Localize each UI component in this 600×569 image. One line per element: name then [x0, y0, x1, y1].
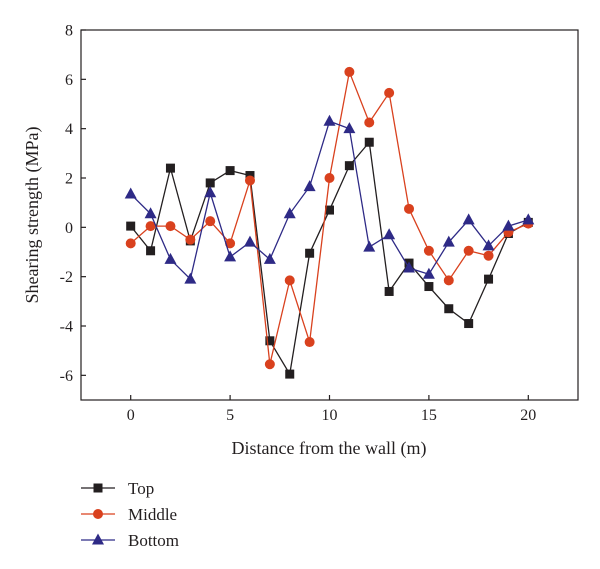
data-point-top — [424, 282, 434, 292]
ticks: 0 5 10 15 20 -6 -4 -2 0 2 4 6 8 — [60, 23, 537, 425]
data-point-top — [305, 248, 315, 258]
legend-marker-middle — [93, 509, 103, 519]
data-point-middle — [225, 238, 236, 249]
data-point-top — [225, 166, 235, 176]
x-tick-label: 5 — [226, 407, 234, 424]
y-tick-label: -4 — [60, 319, 73, 336]
data-point-bottom — [184, 272, 197, 284]
data-point-top — [384, 286, 394, 296]
data-point-bottom — [263, 252, 276, 264]
data-point-top — [165, 163, 175, 173]
x-tick-label: 10 — [322, 407, 338, 424]
data-point-middle — [205, 216, 216, 227]
x-tick-label: 0 — [127, 407, 135, 424]
data-point-bottom — [522, 213, 535, 225]
legend: Top Middle Bottom — [81, 479, 179, 550]
axes — [80, 29, 579, 401]
legend-marker-top — [93, 483, 103, 493]
series-layer — [124, 66, 535, 379]
data-point-top — [126, 221, 136, 231]
x-tick-label: 20 — [520, 407, 536, 424]
data-point-middle — [344, 66, 355, 77]
data-point-bottom — [164, 252, 177, 264]
y-tick-label: 2 — [65, 171, 73, 188]
data-point-bottom — [482, 239, 495, 251]
data-point-middle — [423, 245, 434, 256]
legend-item-bottom: Bottom — [81, 531, 179, 550]
data-point-middle — [304, 337, 315, 348]
data-point-top — [344, 161, 354, 171]
data-point-bottom — [323, 114, 336, 126]
data-point-top — [146, 246, 156, 256]
data-point-middle — [284, 275, 295, 286]
series-middle — [125, 66, 534, 370]
data-point-bottom — [204, 186, 217, 198]
data-point-top — [464, 319, 474, 329]
data-point-bottom — [243, 235, 256, 247]
data-point-bottom — [403, 261, 416, 273]
series-bottom — [124, 114, 535, 284]
plot-frame — [80, 29, 579, 401]
data-point-top — [285, 369, 295, 379]
y-tick-label: -2 — [60, 269, 73, 286]
data-point-bottom — [363, 240, 376, 252]
data-point-bottom — [144, 207, 157, 219]
data-point-middle — [463, 245, 474, 256]
x-tick-label: 15 — [421, 407, 437, 424]
data-point-middle — [125, 238, 136, 249]
data-point-top — [484, 274, 494, 284]
data-point-bottom — [224, 250, 237, 262]
legend-label-bottom: Bottom — [128, 531, 179, 550]
data-point-bottom — [442, 235, 455, 247]
data-point-bottom — [303, 180, 316, 192]
data-point-bottom — [502, 219, 515, 231]
data-point-top — [205, 178, 215, 188]
data-point-middle — [145, 221, 156, 232]
data-point-middle — [483, 250, 494, 261]
legend-item-middle: Middle — [81, 505, 177, 524]
data-point-middle — [185, 234, 196, 245]
data-point-middle — [244, 175, 255, 186]
y-tick-label: 6 — [65, 72, 73, 89]
data-point-top — [325, 205, 334, 215]
x-axis-title: Distance from the wall (m) — [232, 438, 427, 459]
legend-item-top: Top — [81, 479, 154, 498]
data-point-bottom — [422, 267, 435, 279]
data-point-middle — [324, 173, 335, 183]
legend-label-top: Top — [128, 479, 154, 498]
data-point-top — [265, 336, 275, 346]
data-point-top — [364, 137, 374, 147]
y-tick-label: 4 — [65, 121, 73, 138]
data-point-bottom — [383, 228, 396, 240]
data-point-middle — [404, 203, 415, 214]
y-tick-label: 0 — [65, 220, 73, 237]
data-point-middle — [264, 359, 275, 370]
data-point-bottom — [124, 187, 137, 199]
data-point-middle — [384, 87, 395, 98]
data-point-middle — [364, 117, 375, 128]
y-axis-title: Shearing strength (MPa) — [22, 127, 43, 304]
data-point-bottom — [343, 122, 356, 134]
y-tick-label: 8 — [65, 23, 73, 40]
data-point-bottom — [283, 207, 296, 219]
y-tick-label: -6 — [60, 368, 73, 385]
data-point-middle — [165, 221, 176, 232]
data-point-middle — [443, 275, 454, 286]
data-point-top — [444, 304, 454, 314]
series-top — [126, 137, 533, 379]
legend-label-middle: Middle — [128, 505, 177, 524]
legend-marker-bottom — [92, 533, 104, 545]
data-point-bottom — [462, 213, 475, 225]
